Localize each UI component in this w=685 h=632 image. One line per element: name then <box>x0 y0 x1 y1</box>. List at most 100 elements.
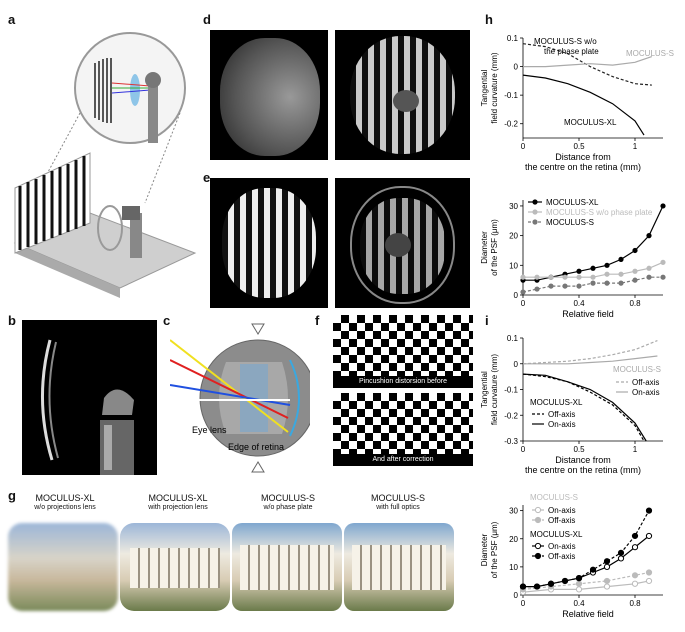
h-bottom-series-2-point <box>548 283 554 289</box>
h-bottom-series-0-point <box>646 233 652 239</box>
i-bottom-y-tick-label: 30 <box>509 507 518 516</box>
i-bottom-x-tick-label: 0.8 <box>629 599 641 608</box>
h-bottom-y-tick-label: 30 <box>509 202 518 211</box>
h-bottom-series-1-point <box>590 274 596 280</box>
i-bottom-series-0-point <box>603 583 611 590</box>
i-bottom-series-3-point <box>645 507 653 514</box>
h-bottom-y-tick-label: 20 <box>509 232 518 241</box>
edge-of-retina-label: Edge of retina <box>228 442 285 452</box>
h-bottom-series-1-point <box>604 271 610 277</box>
h-bottom-series-2-point <box>632 277 638 283</box>
i-bottom-series-1-point <box>631 572 639 579</box>
h-bottom-series-2-point <box>618 280 624 286</box>
h-top-y-tick-label: 0.1 <box>507 34 519 43</box>
i-bottom-legend-s-label-1: Off-axis <box>548 516 575 525</box>
panel-g-caption-1: MOCULUS-XL w/o projections lens <box>34 493 96 511</box>
camera-post <box>130 213 142 258</box>
lens-ring <box>97 205 123 251</box>
h-bottom-x-label: Relative field <box>562 309 614 319</box>
panel-g-caption-3: MOCULUS-S w/o phase plate <box>260 493 315 511</box>
h-bottom-series-2-point <box>520 289 526 295</box>
h-bottom-series-2-point <box>646 274 652 280</box>
i-top-series-3-line <box>522 373 647 442</box>
h-bottom-series-0-point <box>576 268 582 274</box>
h-bottom-legend-label-1: MOCULUS-S w/o phase plate <box>546 208 653 217</box>
zoom-line-right <box>144 112 181 204</box>
i-bottom-y-tick-label: 20 <box>509 535 518 544</box>
charts-h-i: 0 0.5 1 0.1 0 -0.1 -0.2 Tangential field curvatu… <box>480 34 674 619</box>
h-top-y-tick-label: -0.1 <box>504 91 518 100</box>
h-bottom-series-2-point <box>562 283 568 289</box>
i-top-x-tick-label: 0.5 <box>573 445 585 454</box>
panel-d-image-left <box>210 30 328 160</box>
h-bottom-legend-marker-0 <box>532 199 538 205</box>
eye-lens-label: Eye lens <box>192 425 227 435</box>
i-top-legend-xl-title: MOCULUS-XL <box>530 398 583 407</box>
panel-label-i: i <box>485 313 489 328</box>
i-bottom-series-3-point <box>631 532 639 540</box>
i-bottom-series-2-line <box>523 535 650 588</box>
i-bottom-series-3-line <box>523 510 650 588</box>
i-top-series-0-line <box>522 340 658 365</box>
panel-c-diagram: Eye lens Edge of retina <box>170 320 310 475</box>
i-top-x-label-1: Distance from <box>555 455 611 465</box>
i-top-legend-xl-label-1: On-axis <box>548 420 576 429</box>
panel-g-image-4 <box>344 523 454 611</box>
panel-e-image-left <box>210 178 328 308</box>
i-bottom-legend-xl-marker-0 <box>534 542 542 550</box>
h-bottom-series-0-point <box>604 262 610 268</box>
zoom-grating <box>94 58 112 123</box>
panel-g-caption-4: MOCULUS-S with full optics <box>370 493 425 511</box>
i-bottom-legend-xl-marker-1 <box>534 552 542 560</box>
panel-label-b: b <box>8 313 16 328</box>
h-top-x-tick-label: 1 <box>633 142 638 151</box>
h-top-annot-s: MOCULUS-S <box>626 49 674 58</box>
i-top-legend-s-label-1: On-axis <box>632 388 660 397</box>
h-bottom-series-0-point <box>618 256 624 262</box>
panel-label-h: h <box>485 12 493 27</box>
i-top-y-tick-label: 0.1 <box>507 334 519 343</box>
i-bottom-series-1-point <box>603 577 611 585</box>
h-bottom-series-1-point <box>548 274 554 280</box>
h-bottom-x-tick-label: 0.8 <box>629 299 641 308</box>
panel-g-image-1 <box>8 523 118 611</box>
i-top-y-tick-label: -0.2 <box>504 411 518 420</box>
i-bottom-series-0-point <box>645 577 653 585</box>
h-bottom-series-0-point <box>632 247 638 254</box>
panel-g-caption-2: MOCULUS-XL with projection lens <box>148 493 208 511</box>
h-bottom-legend-label-0: MOCULUS-XL <box>546 198 599 207</box>
h-bottom-series-2-point <box>660 274 666 280</box>
camera-body <box>122 206 140 220</box>
i-top-series-1-line <box>523 355 658 365</box>
i-top-legend-s-label-0: Off-axis <box>632 378 659 387</box>
i-bottom-series-2-point <box>603 563 611 570</box>
i-bottom-x-tick-label: 0.4 <box>573 599 585 608</box>
i-bottom-series-3-point <box>617 549 625 556</box>
i-top-y-tick-label: -0.1 <box>504 386 518 395</box>
h-top-series-2-line <box>522 74 645 136</box>
i-bottom-x-tick-label: 0 <box>521 599 526 608</box>
h-bottom-series-2-point <box>534 286 540 292</box>
i-top-y-label-2: field curvature (mm) <box>490 354 499 425</box>
h-top-y-tick-label: -0.2 <box>504 120 518 129</box>
h-top-x-label-2: the centre on the retina (mm) <box>525 162 641 172</box>
panel-label-e: e <box>203 170 211 185</box>
panel-g-image-2 <box>120 523 230 611</box>
panel-label-f: f <box>315 313 320 328</box>
h-bottom-series-1-point <box>660 259 666 265</box>
zoom-lens <box>130 74 140 106</box>
h-bottom-series-2-point <box>590 280 596 286</box>
h-top-series-1-line <box>523 56 652 68</box>
i-bottom-series-3-point <box>547 580 555 587</box>
h-top-y-label-1: Tangential <box>480 70 489 107</box>
i-bottom-y-label-2: of the PSF (μm) <box>490 521 499 578</box>
h-top-annot-s-wo-1: MOCULUS-S w/o <box>534 37 597 46</box>
i-bottom-series-0-point <box>631 580 639 587</box>
i-bottom-legend-s-title: MOCULUS-S <box>530 493 578 502</box>
panel-f-caption-after: And after correction <box>333 454 473 466</box>
panel-label-g: g <box>8 488 16 503</box>
h-bottom-series-1-point <box>618 271 624 277</box>
h-top-annot-s-wo-2: the phase plate <box>544 47 599 56</box>
stripe-screen-bars <box>18 156 86 250</box>
h-top-y-tick-label: 0 <box>514 63 519 72</box>
